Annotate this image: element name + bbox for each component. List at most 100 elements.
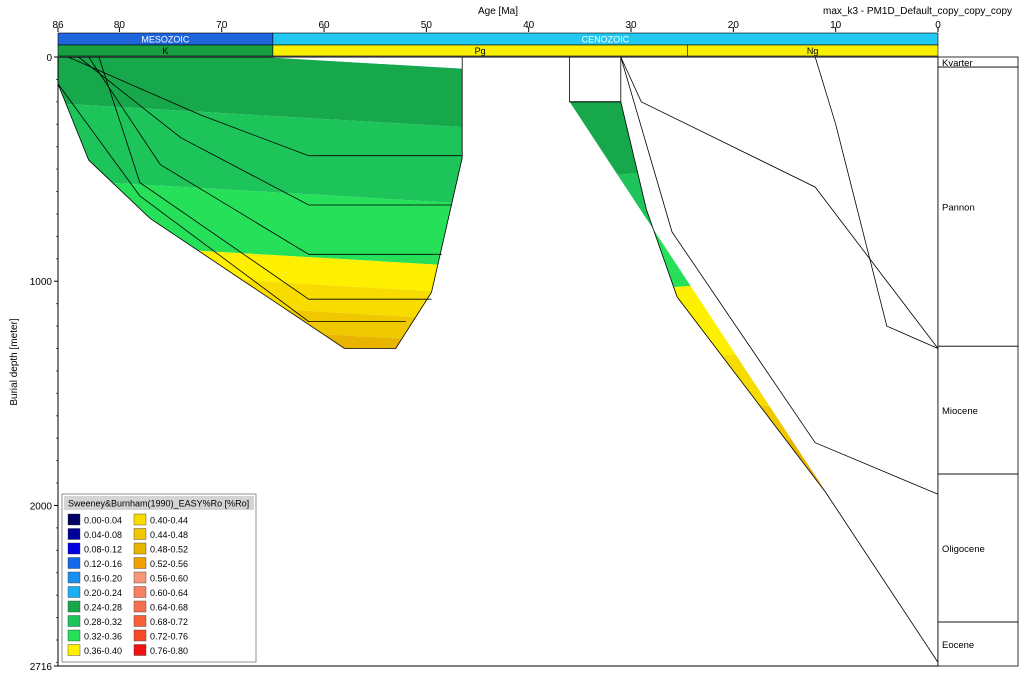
x-axis-ticks: 86 80 70 60 50 40 30 20 10 0 [52, 20, 941, 32]
left-burial-section [58, 57, 463, 349]
formation-label: Oligocene [942, 544, 985, 555]
x-tick-label: 10 [830, 20, 842, 31]
horizon-line [620, 56, 939, 495]
legend-swatch [133, 571, 147, 584]
legend-entry-label: 0.00-0.04 [84, 516, 122, 526]
legend-entry-label: 0.64-0.68 [150, 603, 188, 613]
y-axis-ticks: 0 1000 2000 2716 [30, 53, 58, 673]
legend-entry-label: 0.76-0.80 [150, 646, 188, 656]
y-tick-label: 0 [46, 53, 52, 64]
horizon-line [620, 56, 939, 349]
maturity-zone [569, 549, 938, 610]
legend-entry-label: 0.60-0.64 [150, 588, 188, 598]
maturity-zone [569, 428, 938, 489]
horizon-line [98, 56, 432, 300]
maturity-zone [569, 392, 938, 457]
legend-entry-label: 0.32-0.36 [84, 632, 122, 642]
period-bar: K Pg Ng [57, 44, 939, 57]
legend-swatch [67, 528, 81, 540]
legend-entry-label: 0.72-0.76 [150, 632, 188, 642]
legend-swatch [133, 557, 147, 569]
maturity-zone [569, 213, 938, 296]
legend-entry-label: 0.56-0.60 [150, 574, 188, 584]
formation-label: Kvarter [942, 58, 973, 69]
horizon-line [78, 56, 452, 206]
x-tick-label: 80 [114, 20, 126, 31]
y-axis-label: Burial depth [meter] [9, 318, 20, 405]
maturity-zone [569, 338, 938, 421]
legend-swatch [67, 513, 81, 526]
horizon-line [57, 57, 463, 349]
legend-swatch [67, 600, 81, 613]
era-bar: MESOZOIC CENOZOIC [57, 32, 939, 46]
legend-entry-label: 0.24-0.28 [84, 603, 122, 613]
maturity-zone [58, 103, 463, 204]
legend-swatch [67, 557, 81, 569]
horizon-line [57, 83, 406, 322]
legend-swatch [133, 615, 147, 627]
legend: Sweeney&Burnham(1990)_EASY%Ro [%Ro] 0.00-… [61, 493, 257, 663]
legend-entry-label: 0.48-0.52 [150, 545, 188, 555]
horizon-line [814, 56, 939, 349]
period-label: Pg [475, 46, 486, 56]
maturity-zone [569, 581, 938, 641]
formation-cell [937, 473, 1019, 623]
maturity-zone [569, 478, 938, 547]
legend-swatch [67, 571, 81, 584]
x-tick-label: 60 [318, 20, 330, 31]
legend-entry-label: 0.40-0.44 [150, 516, 188, 526]
legend-swatch [67, 629, 81, 642]
legend-swatch [67, 615, 81, 627]
horizon-line [88, 56, 442, 255]
horizon-line [569, 57, 622, 103]
horizon-lines [57, 56, 939, 663]
x-tick-label: 86 [52, 20, 64, 31]
period-segment [687, 44, 939, 57]
legend-swatch [67, 644, 81, 656]
formation-cell [937, 345, 1019, 475]
formation-label: Pannon [942, 203, 975, 214]
x-tick-label: 40 [523, 20, 535, 31]
legend-swatch [133, 644, 147, 656]
legend-swatch [133, 528, 147, 540]
formation-cell [937, 621, 1019, 667]
maturity-zone [58, 57, 463, 128]
maturity-zone [569, 460, 938, 506]
y-tick-label: 2716 [30, 662, 53, 670]
x-tick-label: 0 [935, 20, 941, 31]
legend-swatch [133, 629, 147, 642]
legend-swatch [67, 586, 81, 598]
legend-entry-label: 0.16-0.20 [84, 574, 122, 584]
legend-title: Sweeney&Burnham(1990)_EASY%Ro [%Ro] [68, 499, 249, 509]
legend-entry-label: 0.08-0.12 [84, 545, 122, 555]
legend-entry-label: 0.12-0.16 [84, 559, 122, 569]
maturity-zone [569, 518, 938, 578]
x-tick-label: 50 [421, 20, 433, 31]
formation-label: Eocene [942, 640, 974, 651]
legend-swatch [133, 600, 147, 613]
x-tick-label: 30 [625, 20, 637, 31]
legend-entry-label: 0.20-0.24 [84, 588, 122, 598]
legend-title-bar [64, 496, 254, 510]
legend-entry-label: 0.28-0.32 [84, 617, 122, 627]
formation-column: Kvarter Pannon Miocene Oligocene Eocene [937, 56, 1019, 667]
legend-box [61, 493, 257, 663]
formation-cell [937, 66, 1019, 347]
legend-entry-label: 0.68-0.72 [150, 617, 188, 627]
maturity-zone [569, 101, 938, 179]
chart-title: max_k3 - PM1D_Default_copy_copy_copy [823, 6, 1012, 17]
horizon-line [569, 101, 939, 663]
x-tick-label: 20 [728, 20, 740, 31]
horizon-line [68, 56, 463, 157]
legend-swatch [133, 586, 147, 598]
x-axis-label: Age [Ma] [478, 6, 518, 17]
legend-swatch [133, 542, 147, 555]
right-burial-section [569, 101, 938, 663]
era-label: MESOZOIC [141, 35, 190, 45]
x-tick-label: 70 [216, 20, 228, 31]
legend-swatch [133, 513, 147, 526]
period-label: Ng [807, 46, 819, 56]
maturity-zone [569, 612, 938, 663]
y-tick-label: 2000 [30, 501, 53, 512]
